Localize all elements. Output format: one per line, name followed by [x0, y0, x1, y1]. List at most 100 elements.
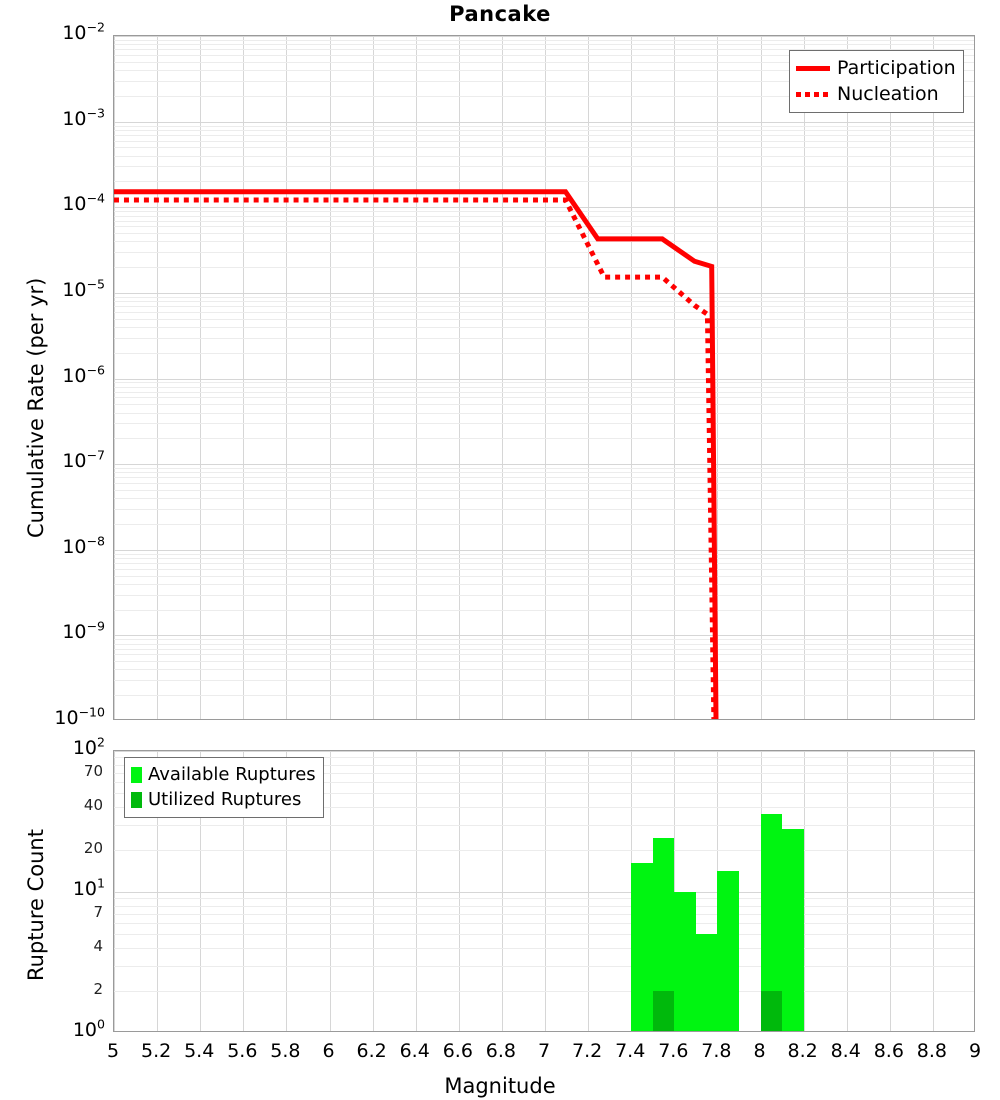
gridline-vertical [588, 751, 590, 1031]
gridline-horizontal [114, 207, 974, 209]
gridline-horizontal [114, 39, 974, 41]
gridline-vertical [588, 36, 590, 719]
gridline-horizontal [114, 905, 974, 907]
gridline-horizontal [114, 549, 974, 551]
gridline-horizontal [114, 306, 974, 308]
gridline-horizontal [114, 166, 974, 168]
y-tick-label-bottom: 101 [72, 875, 105, 900]
gridline-horizontal [114, 680, 974, 682]
gridline-horizontal [114, 594, 974, 596]
y-tick-label-bottom: 20 [83, 838, 103, 857]
gridline-horizontal [114, 318, 974, 320]
gridline-horizontal [114, 378, 974, 380]
gridline-vertical [415, 751, 417, 1031]
y-tick-label-top: 10−8 [62, 533, 105, 558]
gridline-horizontal [114, 44, 974, 46]
gridline-horizontal [114, 301, 974, 303]
gridline-vertical [674, 36, 676, 719]
x-tick-label: 8.6 [873, 1040, 904, 1062]
gridline-horizontal [114, 292, 974, 294]
gridline-horizontal [114, 181, 974, 183]
gridline-horizontal [114, 129, 974, 131]
gridline-vertical [329, 36, 331, 719]
gridline-vertical [717, 36, 719, 719]
x-tick-label: 7 [537, 1040, 551, 1062]
bar-utilized-ruptures [652, 990, 675, 1031]
gridline-vertical [286, 36, 288, 719]
gridline-horizontal [114, 226, 974, 228]
gridline-vertical [932, 751, 934, 1031]
legend-item-available-ruptures[interactable]: Available Ruptures [131, 762, 316, 787]
gridline-horizontal [114, 220, 974, 222]
gridline-vertical [114, 751, 115, 1031]
legend-top: Participation Nucleation [789, 50, 964, 113]
bar-available-ruptures [782, 828, 804, 1031]
bar-available-ruptures [652, 838, 675, 1031]
gridline-horizontal [114, 643, 974, 645]
gridline-horizontal [114, 648, 974, 650]
gridline-horizontal [114, 252, 974, 254]
y-tick-label-top: 10−6 [62, 362, 105, 387]
x-tick-label: 8.2 [787, 1040, 818, 1062]
x-tick-label: 7.8 [701, 1040, 732, 1062]
gridline-vertical [545, 751, 546, 1031]
y-axis-label-top: Cumulative Rate (per yr) [24, 277, 48, 538]
gridline-horizontal [114, 49, 974, 51]
x-tick-label: 6.6 [442, 1040, 473, 1062]
available-ruptures-swatch-icon [131, 766, 142, 783]
y-tick-label-bottom: 40 [83, 796, 103, 815]
y-tick-label-top: 10−9 [62, 619, 105, 644]
x-tick-label: 8.4 [830, 1040, 861, 1062]
gridline-vertical [674, 751, 676, 1031]
legend-item-participation[interactable]: Participation [796, 55, 956, 81]
legend-item-nucleation[interactable]: Nucleation [796, 81, 956, 107]
x-tick-label: 6.2 [356, 1040, 387, 1062]
gridline-horizontal [114, 807, 974, 809]
gridline-horizontal [114, 233, 974, 235]
gridline-horizontal [114, 483, 974, 485]
gridline-vertical [889, 36, 891, 719]
bar-available-ruptures [674, 892, 696, 1031]
curve-participation [114, 189, 719, 719]
gridline-horizontal [114, 464, 974, 466]
legend-item-utilized-ruptures[interactable]: Utilized Ruptures [131, 787, 316, 812]
gridline-horizontal [114, 468, 974, 470]
gridline-horizontal [114, 782, 974, 784]
x-tick-label: 8 [753, 1040, 766, 1062]
bar-available-ruptures [631, 863, 653, 1031]
gridline-horizontal [114, 155, 974, 157]
gridline-horizontal [114, 849, 974, 851]
gridline-vertical [329, 751, 331, 1031]
gridline-horizontal [114, 757, 974, 759]
page-title: Pancake [449, 2, 551, 26]
gridline-horizontal [114, 95, 974, 97]
bar-available-ruptures [695, 934, 718, 1031]
gridline-horizontal [114, 125, 974, 127]
gridline-vertical [501, 751, 503, 1031]
y-tick-label-bottom: 70 [83, 761, 103, 780]
y-tick-label-top: 10−5 [62, 276, 105, 301]
participation-line-icon [796, 61, 830, 75]
utilized-ruptures-swatch-icon [131, 791, 142, 808]
gridline-horizontal [114, 508, 974, 510]
x-tick-label: 7.4 [615, 1040, 646, 1062]
gridline-horizontal [114, 121, 974, 123]
x-tick-label: 5 [106, 1040, 120, 1062]
gridline-horizontal [114, 412, 974, 414]
gridline-horizontal [114, 489, 974, 491]
gridline-horizontal [114, 211, 974, 213]
gridline-vertical [372, 36, 374, 719]
gridline-horizontal [114, 61, 974, 63]
legend-bottom: Available Ruptures Utilized Ruptures [124, 757, 324, 818]
gridline-horizontal [114, 140, 974, 142]
gridline-vertical [243, 751, 245, 1031]
gridline-horizontal [114, 948, 974, 950]
rupture-bars [114, 751, 974, 1031]
gridline-vertical [846, 36, 848, 719]
gridline-horizontal [114, 386, 974, 388]
gridline-horizontal [114, 558, 974, 560]
gridline-vertical [200, 36, 202, 719]
x-tick-label: 9 [968, 1040, 982, 1062]
x-tick-label: 5.8 [270, 1040, 301, 1062]
x-tick-label: 7.2 [571, 1040, 603, 1062]
